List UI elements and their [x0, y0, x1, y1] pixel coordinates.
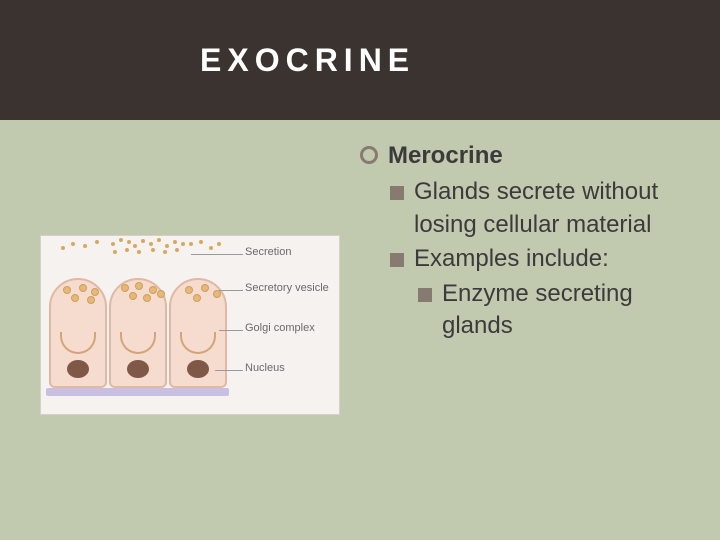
bullet-merocrine: Merocrine	[360, 140, 690, 172]
square-bullet-icon	[390, 186, 404, 200]
basement-membrane	[46, 388, 229, 396]
secretion-dot	[113, 250, 117, 254]
circle-bullet-icon	[360, 146, 378, 164]
golgi-shape	[60, 332, 96, 354]
nucleus-shape	[67, 360, 89, 378]
secretion-dot	[165, 244, 169, 248]
diagram-label-nucleus: Nucleus	[245, 362, 285, 374]
vesicle-shape	[63, 286, 71, 294]
vesicle-shape	[91, 288, 99, 296]
secretion-dot	[83, 244, 87, 248]
vesicle-shape	[79, 284, 87, 292]
diagram-label-secretion: Secretion	[245, 246, 291, 258]
text-column: Merocrine Glands secrete without losing …	[360, 140, 690, 510]
secretion-dot	[95, 240, 99, 244]
leader-line	[219, 330, 243, 331]
vesicle-shape	[121, 284, 129, 292]
secretion-dot	[61, 246, 65, 250]
bullet-text: Examples include:	[414, 243, 609, 275]
secretion-dot	[217, 242, 221, 246]
vesicle-shape	[193, 294, 201, 302]
secretion-dot	[209, 246, 213, 250]
slide: EXOCRINE Secretion Secretory vesicle Golgi…	[0, 0, 720, 540]
secretion-dot	[111, 242, 115, 246]
secretion-dot	[181, 242, 185, 246]
leader-line	[215, 370, 243, 371]
secretion-dot	[189, 242, 193, 246]
vesicle-shape	[185, 286, 193, 294]
bullet-text: Enzyme secreting glands	[442, 278, 690, 343]
secretion-dot	[157, 238, 161, 242]
vesicle-shape	[87, 296, 95, 304]
vesicle-shape	[201, 284, 209, 292]
vesicle-shape	[135, 282, 143, 290]
secretion-dot	[141, 239, 145, 243]
bullet-text: Merocrine	[388, 140, 503, 172]
bullet-text: Glands secrete without losing cellular m…	[414, 176, 690, 241]
diagram-column: Secretion Secretory vesicle Golgi complex N…	[40, 140, 340, 510]
vesicle-shape	[143, 294, 151, 302]
secretion-dot	[163, 250, 167, 254]
secretion-dot	[137, 250, 141, 254]
bullet-glands-secrete: Glands secrete without losing cellular m…	[390, 176, 690, 241]
golgi-shape	[120, 332, 156, 354]
secretion-dot	[119, 238, 123, 242]
gland-cell	[49, 278, 107, 388]
nucleus-shape	[187, 360, 209, 378]
slide-title: EXOCRINE	[200, 42, 415, 79]
nucleus-shape	[127, 360, 149, 378]
bullet-enzyme-glands: Enzyme secreting glands	[418, 278, 690, 343]
vesicle-shape	[71, 294, 79, 302]
secretion-dot	[133, 244, 137, 248]
golgi-shape	[180, 332, 216, 354]
gland-cell	[169, 278, 227, 388]
content-area: Secretion Secretory vesicle Golgi complex N…	[40, 140, 690, 510]
secretion-dot	[71, 242, 75, 246]
secretion-dot	[151, 248, 155, 252]
secretion-dot	[173, 240, 177, 244]
merocrine-diagram: Secretion Secretory vesicle Golgi complex N…	[40, 235, 340, 415]
vesicle-shape	[149, 286, 157, 294]
vesicle-shape	[157, 290, 165, 298]
secretion-dot	[199, 240, 203, 244]
leader-line	[219, 290, 243, 291]
gland-cell	[109, 278, 167, 388]
secretion-dot	[127, 240, 131, 244]
diagram-label-golgi: Golgi complex	[245, 322, 315, 334]
bullet-examples: Examples include:	[390, 243, 690, 275]
square-bullet-icon	[418, 288, 432, 302]
leader-line	[191, 254, 243, 255]
vesicle-shape	[213, 290, 221, 298]
secretion-dot	[149, 242, 153, 246]
secretion-dot	[175, 248, 179, 252]
vesicle-shape	[129, 292, 137, 300]
diagram-label-vesicle: Secretory vesicle	[245, 282, 329, 294]
square-bullet-icon	[390, 253, 404, 267]
secretion-dot	[125, 248, 129, 252]
title-bar: EXOCRINE	[0, 0, 720, 120]
